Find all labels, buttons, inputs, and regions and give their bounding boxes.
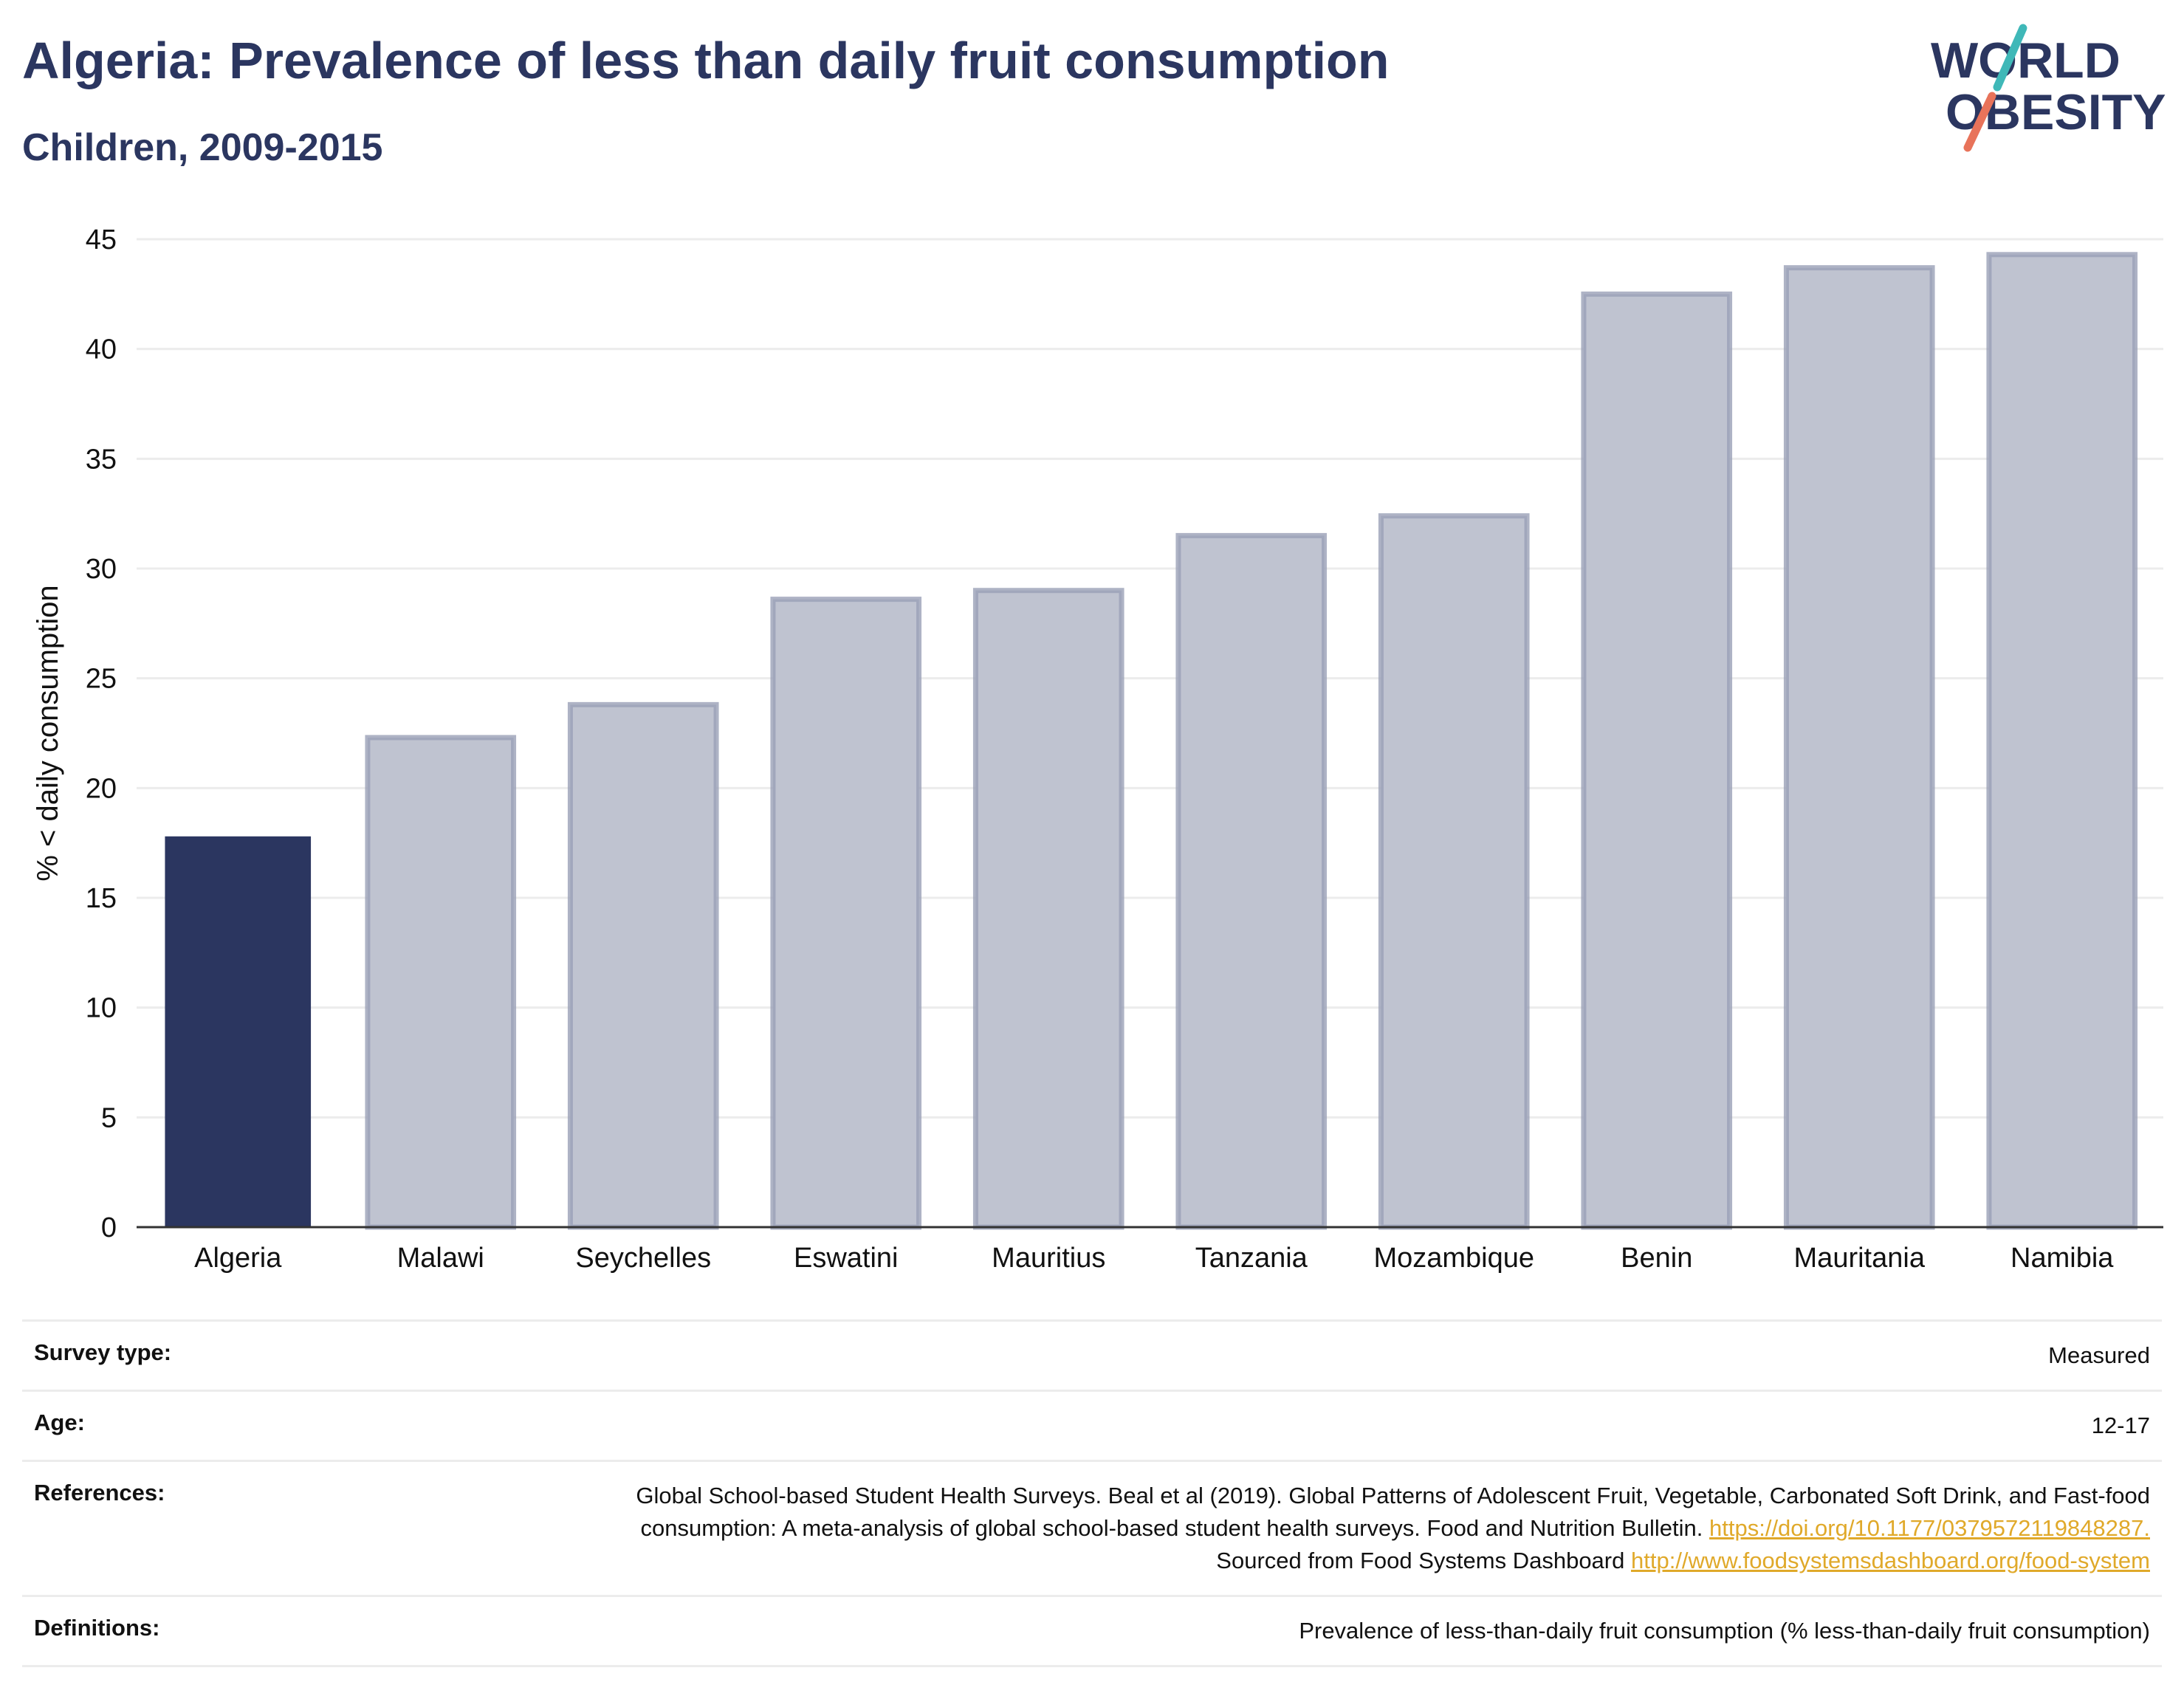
x-tick-label: Mauritius xyxy=(992,1243,1105,1274)
y-tick-label: 0 xyxy=(101,1212,117,1243)
y-tick-label: 25 xyxy=(86,664,117,695)
age-row: Age: 12-17 xyxy=(22,1390,2162,1460)
doi-link[interactable]: https://doi.org/10.1177/0379572119848287… xyxy=(1709,1515,2150,1541)
definitions-label: Definitions: xyxy=(34,1615,160,1641)
bar-seychelles xyxy=(567,701,719,1230)
y-tick-label: 5 xyxy=(101,1102,117,1133)
x-tick-label: Mozambique xyxy=(1373,1243,1534,1274)
x-tick-label: Benin xyxy=(1621,1243,1692,1274)
y-axis-label: % < daily consumption xyxy=(32,585,64,881)
logo-slash-coral-icon xyxy=(1963,92,1996,152)
references-text: Global School-based Student Health Surve… xyxy=(636,1483,2150,1541)
age-label: Age: xyxy=(34,1410,85,1435)
references-row: References: Global School-based Student … xyxy=(22,1460,2162,1595)
y-tick-label: 30 xyxy=(86,554,117,585)
bar-algeria xyxy=(165,836,312,1227)
chart-title: Algeria: Prevalence of less than daily f… xyxy=(22,32,1390,89)
bar-namibia xyxy=(1986,252,2138,1230)
food-systems-link[interactable]: http://www.foodsystemsdashboard.org/food… xyxy=(1631,1548,2150,1573)
survey-type-row: Survey type: Measured xyxy=(22,1319,2162,1390)
info-table: Survey type: Measured Age: 12-17 Referen… xyxy=(22,1319,2162,1667)
y-tick-label: 15 xyxy=(86,883,117,914)
definitions-row: Definitions: Prevalence of less-than-dai… xyxy=(22,1595,2162,1667)
sourced-from-text: Sourced from Food Systems Dashboard xyxy=(1216,1548,1625,1573)
bar-benin xyxy=(1581,291,1733,1230)
x-tick-label: Namibia xyxy=(2010,1243,2114,1274)
logo-line1: WORLD xyxy=(1931,32,2121,89)
y-tick-label: 40 xyxy=(86,334,117,365)
x-tick-label: Malawi xyxy=(397,1243,484,1274)
y-axis-ticks: 0 5 10 15 20 25 30 35 40 45 xyxy=(86,224,117,1243)
world-obesity-logo: WORLD OBESITY xyxy=(1931,24,2166,152)
x-tick-label: Seychelles xyxy=(575,1243,711,1274)
chart-subtitle: Children, 2009-2015 xyxy=(22,126,383,169)
definitions-value: Prevalence of less-than-daily fruit cons… xyxy=(1299,1618,2150,1644)
bars xyxy=(165,252,2138,1230)
bar-chart: 0 5 10 15 20 25 30 35 40 45 Algeria Malawi Seychell… xyxy=(32,224,2163,1274)
bar-eswatini xyxy=(770,597,922,1230)
x-tick-label: Tanzania xyxy=(1195,1243,1308,1274)
y-tick-label: 45 xyxy=(86,224,117,255)
bar-malawi xyxy=(365,735,517,1230)
y-tick-label: 20 xyxy=(86,773,117,804)
x-tick-label: Eswatini xyxy=(794,1243,899,1274)
bar-tanzania xyxy=(1175,532,1328,1230)
bar-mozambique xyxy=(1378,513,1530,1230)
references-label: References: xyxy=(34,1480,165,1506)
x-tick-label: Mauritania xyxy=(1794,1243,1926,1274)
x-axis-ticks: Algeria Malawi Seychelles Eswatini Mauritius… xyxy=(194,1243,2114,1274)
survey-type-value: Measured xyxy=(2048,1342,2150,1368)
y-tick-label: 35 xyxy=(86,444,117,475)
references-value: Global School-based Student Health Surve… xyxy=(563,1480,2150,1577)
bar-mauritius xyxy=(972,588,1124,1230)
y-tick-label: 10 xyxy=(86,993,117,1024)
logo-slash-teal-icon xyxy=(1993,24,2027,92)
age-value: 12-17 xyxy=(2091,1412,2150,1438)
survey-type-label: Survey type: xyxy=(34,1339,172,1365)
bar-mauritania xyxy=(1783,265,1935,1230)
x-tick-label: Algeria xyxy=(194,1243,282,1274)
